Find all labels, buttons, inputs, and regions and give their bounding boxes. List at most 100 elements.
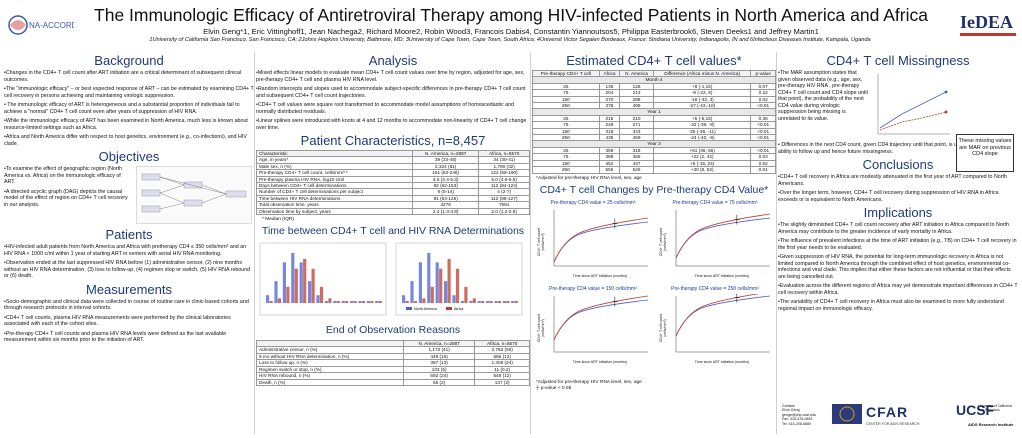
- histogram-bar: [430, 286, 434, 304]
- table-cell: 150: [532, 159, 600, 168]
- histogram-bar: [303, 259, 307, 304]
- table-row: 25 136 128 +8 (-1,16) 0.07: [532, 82, 776, 91]
- table-cell: 112 (98-127): [478, 194, 530, 203]
- table-cell: 112 (84-124): [478, 181, 530, 190]
- table-row: Days between CD4+ T cell determinations 9…: [255, 181, 530, 190]
- table-row: 250 378 405 -27 (-43,-10) <0.01: [532, 101, 776, 110]
- implications-item: •The variability of CD4+ T cell recovery…: [778, 299, 1004, 312]
- chart-plot: ┼: [675, 293, 771, 352]
- table-row: 250 556 526 +30 (8, 52) 0.01: [532, 166, 776, 174]
- histogram-bar: [282, 262, 286, 304]
- objectives-item: •A directed acyclic graph (DAG) depicts …: [4, 188, 128, 208]
- histogram-bar: [277, 298, 282, 304]
- table-cell: 692 (24): [402, 372, 476, 380]
- chart-axes: [675, 295, 770, 352]
- patients-title: Patients: [105, 227, 153, 242]
- column-2: Analysis •Mixed effects linear models to…: [255, 52, 530, 386]
- histogram-bar: [439, 268, 443, 304]
- y-axis-label: CD4+ T cell count (cells/mm³): [537, 313, 545, 342]
- table-row: Pre-therapy plasma HIV RNA, log10 c/ml 4.…: [255, 175, 530, 184]
- background-item: •Changes in the CD4+ T cell count after …: [4, 70, 242, 83]
- table-header: p-value: [750, 69, 776, 78]
- x-axis-label: Time since ART initiation (months): [572, 359, 628, 364]
- table-row: 250 435 459 -24 (-40, -9) <0.01: [532, 134, 776, 142]
- table-cell: 0.36: [750, 114, 776, 123]
- table-cell: 2.4 (1.3-3.8): [412, 207, 480, 216]
- table-cell: 5.0 (4.6-5.5): [478, 175, 530, 184]
- table-cell: 2.0 (1.2-2.8): [478, 207, 530, 216]
- table-cell: 161 (63-246): [412, 169, 480, 177]
- histogram-bar: [361, 301, 366, 304]
- table-cell: 526: [619, 166, 654, 174]
- implications-title: Implications: [863, 205, 933, 220]
- characteristics-table: Characteristic N. America, n=2887 Africa…: [255, 149, 530, 216]
- svg-text:NA-ACCORD: NA-ACCORD: [29, 21, 74, 30]
- chart-title: Pre-therapy CD4 value = 150 cells/mm³: [549, 285, 637, 292]
- cfar-subtitle: CENTER FOR AIDS RESEARCH: [866, 422, 920, 426]
- affiliations: 1University of California San Francisco,…: [149, 37, 871, 43]
- table-cell: 250: [532, 166, 600, 174]
- chart-axes: [675, 209, 770, 266]
- table-group-row: Month 4: [532, 76, 776, 84]
- patients-item: •Observation ended at the last suppresse…: [4, 260, 251, 279]
- objectives-block: •To examine the effect of geographic reg…: [4, 166, 254, 226]
- background-item: •While the immunologic efficacy of ART h…: [4, 118, 248, 131]
- table-cell: Observation time by subject, years: [255, 207, 414, 216]
- changes-charts: Pre-therapy CD4 value = 25 cells/mm³ CD4…: [532, 200, 776, 380]
- table-cell: 0.02: [750, 95, 776, 104]
- histogram-bar: [489, 301, 493, 304]
- analysis-title: Analysis: [368, 53, 418, 68]
- cd4-change-chart: Pre-therapy CD4 value = 150 cells/mm³ CD…: [534, 286, 652, 364]
- histogram-bar: [366, 301, 370, 304]
- svg-text:North America: North America: [414, 307, 437, 311]
- table-row: 75 249 271 -22 (-36, -8) <0.01: [532, 121, 776, 129]
- table-cell: 91 (63-126): [412, 194, 480, 203]
- histogram-bar: [269, 301, 273, 304]
- table-group-row: Year 3: [532, 140, 776, 148]
- significance-marker: ┼: [733, 214, 740, 225]
- estimated-footnote: *Adjusted for pre-therapy HIV RNA level,…: [536, 175, 642, 181]
- chart-plot: ┼: [553, 209, 649, 266]
- table-cell: 0.01: [750, 166, 776, 174]
- table-cell: 55 (2): [402, 378, 476, 386]
- histogram-bar: [464, 286, 468, 304]
- analysis-item: •CD4+ T cell values were square root tra…: [256, 102, 514, 115]
- table-cell: 0.03: [750, 153, 776, 161]
- histogram-bar: [375, 301, 379, 304]
- histogram-bar: [452, 295, 456, 304]
- table-cell: 11 (0.2): [474, 365, 530, 374]
- table-row: 150 452 447 +5 (-15, 24) 0.62: [532, 159, 776, 168]
- table-row: Total observation time, years 4276 7581: [255, 201, 530, 209]
- table-cell: 0.62: [750, 159, 776, 168]
- histogram-bar: [294, 268, 298, 304]
- background-item: • The immunologic efficacy of ART is het…: [4, 102, 240, 115]
- histogram-bar: [286, 286, 290, 304]
- north-america-line: [553, 221, 649, 262]
- table-cell: 1,306 (24): [474, 359, 530, 367]
- table-cell: +5 (-5,15): [652, 114, 752, 123]
- table-row: 75 388 366 +22 (2, 42) 0.03: [532, 153, 776, 161]
- table-cell: 92 (62-153): [412, 181, 480, 190]
- histogram-bar: [266, 295, 270, 304]
- table-cell: -18 (-32, 3): [652, 95, 752, 104]
- table-group-label: Month 4: [532, 76, 776, 84]
- measurements-item: •CD4+ T cell counts, plasma HIV RNA meas…: [4, 314, 231, 328]
- histogram-bar: [350, 301, 354, 304]
- chart-title: Pre-therapy CD4 value = 250 cells/mm³: [671, 285, 759, 292]
- background-title: Background: [94, 53, 164, 68]
- column-divider: [776, 52, 777, 434]
- north-america-line: [675, 295, 771, 336]
- chart-axes: [553, 209, 648, 266]
- significance-marker: ┼: [733, 294, 740, 303]
- histogram-bar: [405, 301, 409, 304]
- africa-line: [553, 217, 649, 262]
- table-cell: <0.01: [750, 127, 776, 136]
- table-cell: 448 (16): [402, 352, 476, 361]
- table-row: Male sex, n (%) 2,324 (81) 1,790 (32): [255, 162, 530, 171]
- end-obs-title: End of Observation Reasons: [325, 324, 461, 337]
- missing-values-callout: These missing values are MAR on previous…: [956, 134, 1014, 172]
- table-row: Administrative censor, n (%) 1,172 (41) 2,…: [256, 346, 530, 354]
- table-header-row: Pre-therapy CD4+ T cell Africa N. Americ…: [532, 69, 776, 78]
- implications-item: •The influence of prevalent infections a…: [778, 238, 1017, 251]
- table-cell: 2,324 (81): [412, 162, 480, 171]
